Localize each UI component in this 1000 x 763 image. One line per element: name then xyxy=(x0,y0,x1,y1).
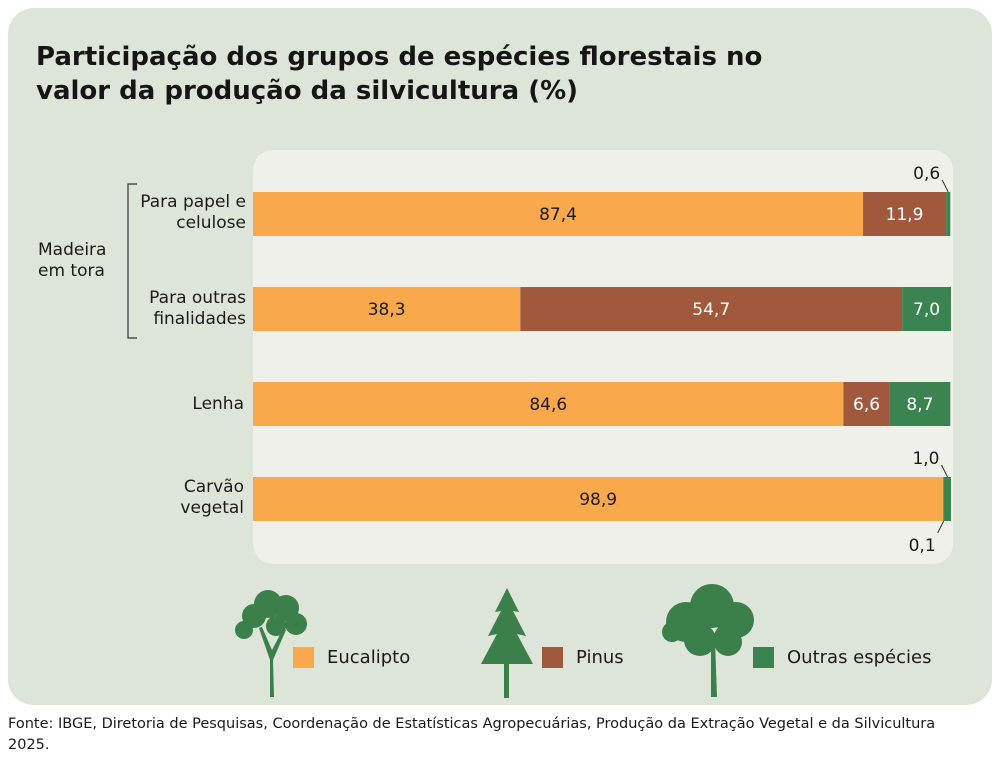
data-label-lenha-eucalipto: 84,6 xyxy=(529,395,567,415)
plot-area xyxy=(253,150,953,564)
data-label-carvao-vegetal-outras-especies: 1,0 xyxy=(912,449,939,469)
legend-label-outras-especies: Outras espécies xyxy=(787,647,932,668)
leader-line-papel-celulose-outras-especies xyxy=(941,179,949,193)
category-label-outras-finalidades: Para outras finalidades xyxy=(149,288,246,329)
legend-swatch-eucalipto xyxy=(293,647,314,668)
bar-lenha-eucalipto xyxy=(253,382,844,426)
bar-outras-finalidades-eucalipto xyxy=(253,287,521,331)
bar-lenha-pinus xyxy=(843,382,890,426)
data-label-papel-celulose-eucalipto: 87,4 xyxy=(539,205,577,225)
leader-line-carvao-vegetal-outras-especies xyxy=(941,464,948,478)
legend-swatch-outras-especies xyxy=(753,647,774,668)
legend-label-eucalipto: Eucalipto xyxy=(327,647,411,668)
bar-carvao-vegetal-eucalipto xyxy=(253,477,944,521)
data-label-lenha-pinus: 6,6 xyxy=(853,395,880,415)
data-label-outras-finalidades-pinus: 54,7 xyxy=(692,300,730,320)
group-label-madeira-em-tora: Madeira em tora xyxy=(38,240,107,281)
data-label-carvao-vegetal-eucalipto: 98,9 xyxy=(579,490,617,510)
bar-lenha-outras-especies xyxy=(889,382,951,426)
category-label-lenha: Lenha xyxy=(192,394,244,414)
data-label-lenha-outras-especies: 8,7 xyxy=(906,395,933,415)
data-label-papel-celulose-pinus: 11,9 xyxy=(886,205,924,225)
data-label-papel-celulose-outras-especies: 0,6 xyxy=(913,164,940,184)
leader-line-carvao-vegetal-pinus xyxy=(937,520,945,534)
data-label-outras-finalidades-eucalipto: 38,3 xyxy=(368,300,406,320)
group-bracket xyxy=(127,183,137,339)
legend-label-pinus: Pinus xyxy=(576,647,624,668)
bar-carvao-vegetal-outras-especies xyxy=(944,477,951,521)
bar-papel-celulose-outras-especies xyxy=(946,192,951,236)
data-label-carvao-vegetal-pinus: 0,1 xyxy=(909,536,936,556)
legend-swatch-pinus xyxy=(542,647,563,668)
bar-papel-celulose-pinus xyxy=(863,192,947,236)
chart-title: Participação dos grupos de espécies flor… xyxy=(36,42,763,106)
bar-outras-finalidades-outras-especies xyxy=(902,287,951,331)
data-label-outras-finalidades-outras-especies: 7,0 xyxy=(913,300,940,320)
category-label-carvao-vegetal: Carvão vegetal xyxy=(180,477,244,518)
bar-outras-finalidades-pinus xyxy=(520,287,903,331)
bar-papel-celulose-eucalipto xyxy=(253,192,864,236)
source-note: Fonte: IBGE, Diretoria de Pesquisas, Coo… xyxy=(8,716,936,753)
category-label-papel-celulose: Para papel e celulose xyxy=(140,192,246,233)
bar-carvao-vegetal-pinus xyxy=(943,477,945,521)
